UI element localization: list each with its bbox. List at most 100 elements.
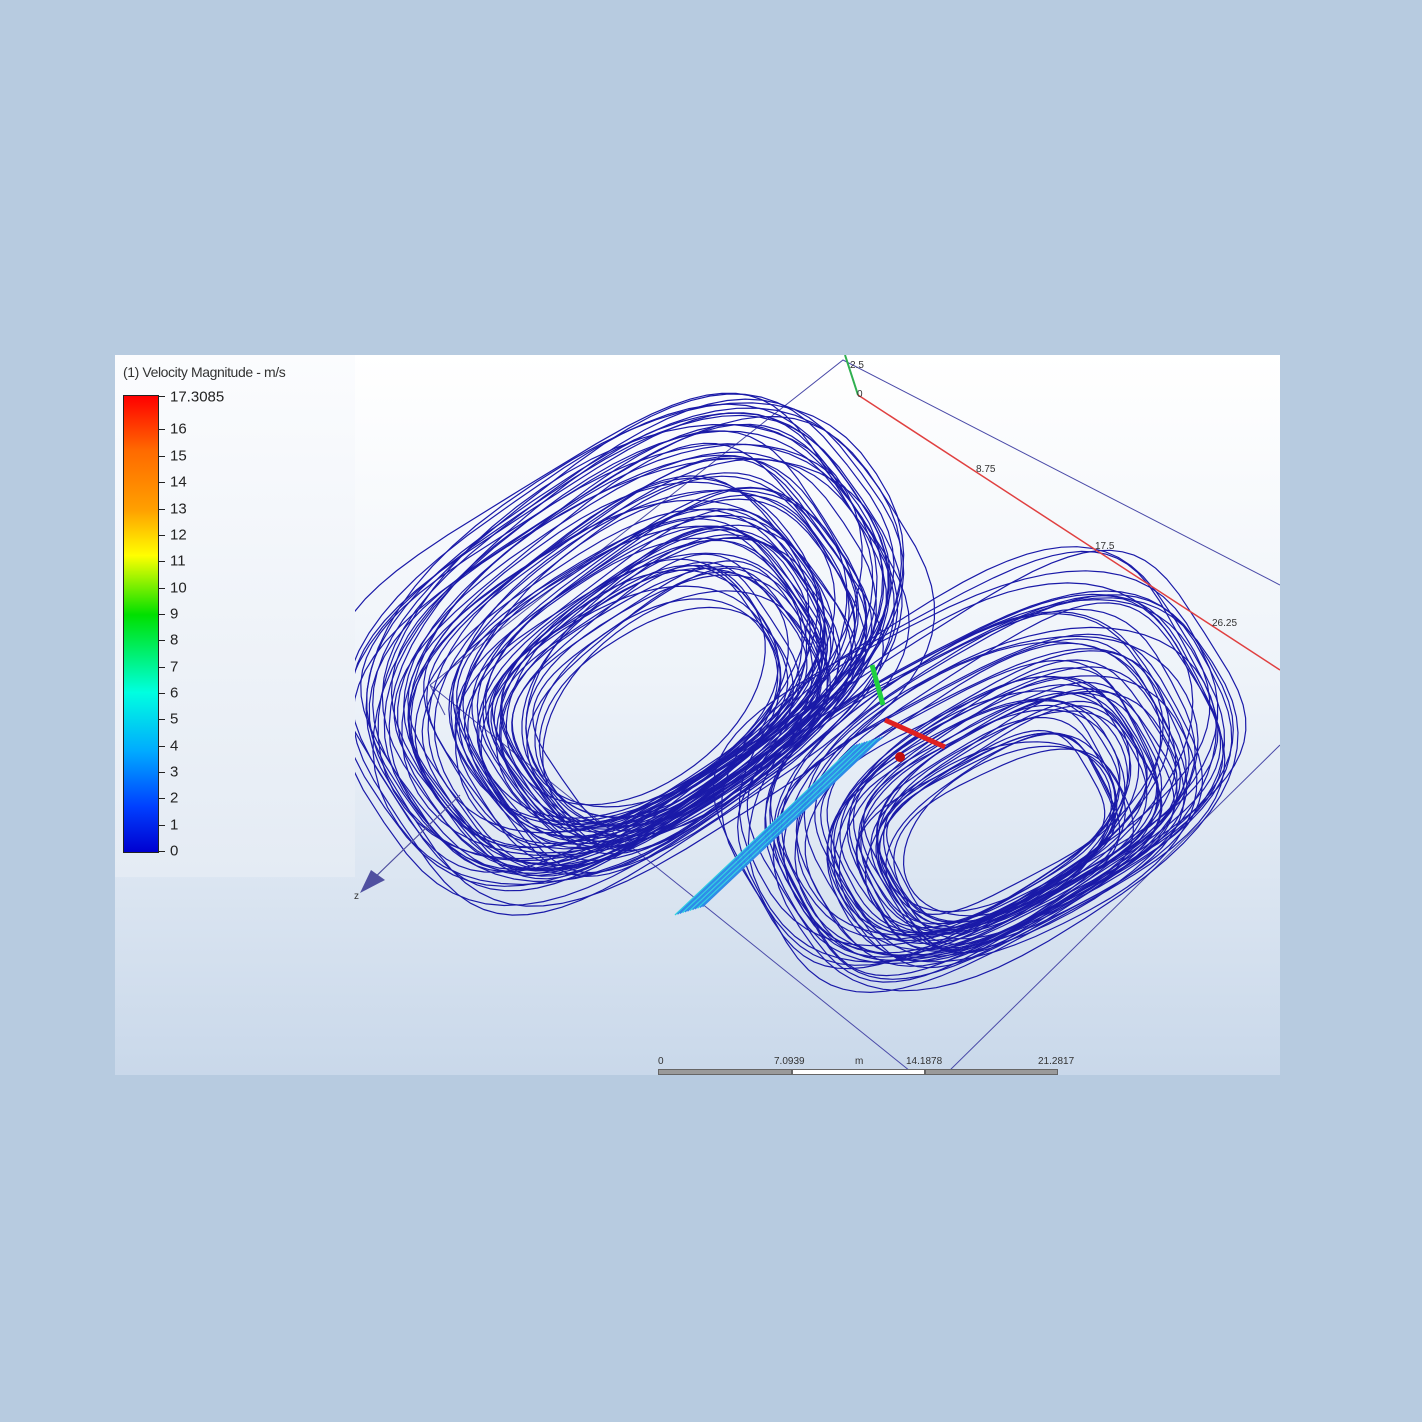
legend-tick-label: 7 [170,658,179,676]
legend-tick-label: 15 [170,447,187,465]
streamline-scene: 2.5 0 8.75 17.5 26.25 z [333,355,1280,1075]
jet-streamline [689,740,871,911]
jet-streamline [692,739,873,911]
streamline [397,451,877,872]
origin-label: 0 [857,389,863,400]
scale-bar: 0 7.0939 m 14.1878 21.2817 [658,1050,1074,1075]
legend-tick [159,396,165,397]
y-axis [844,355,859,396]
legend-tick-label: 6 [170,684,179,702]
streamline [712,550,1219,970]
scale-label: 0 [658,1056,664,1067]
streamline [403,423,885,866]
streamlines [333,392,1247,994]
streamline [764,598,1226,965]
streamline [833,690,1131,936]
legend-max-label: 17.3085 [170,388,225,406]
y-axis-label: 2.5 [850,360,864,371]
streamline [777,633,1204,980]
streamline [839,675,1132,929]
streamline [876,692,1148,923]
streamline [772,611,1171,954]
inlet-arrows [869,664,947,762]
legend-tick [159,745,165,747]
streamline [455,489,848,850]
z-axis-arrowhead [360,870,385,893]
legend-panel: (1) Velocity Magnitude - m/s 17.3085 16 1… [115,355,355,877]
streamline [775,638,1188,977]
streamline [814,602,1222,956]
streamline [764,608,1196,958]
legend-tick [159,508,165,510]
legend-tick [159,666,165,668]
streamline [856,732,1121,950]
domain-bounding-box [429,359,1280,1075]
jet-streamline [674,744,856,916]
streamline [870,700,1163,952]
streamline [450,489,836,823]
legend-tick-label: 10 [170,579,187,597]
z-axis-label: z [354,891,359,902]
legend-tick-label: 3 [170,763,179,781]
legend-title: (1) Velocity Magnitude - m/s [123,364,286,380]
legend-tick [159,824,165,826]
streamline [885,732,1116,923]
scale-unit: m [855,1056,864,1067]
legend-tick [159,587,165,589]
legend-tick [159,613,165,615]
streamline [796,641,1162,936]
jet-streamline [702,736,883,908]
streamline [372,443,878,886]
scale-label: 21.2817 [1038,1056,1075,1067]
jet-streamline [694,738,876,910]
legend-tick [159,640,165,642]
legend-tick [159,482,165,484]
streamline [377,423,863,860]
legend-tick-label: 4 [170,737,179,755]
legend-tick [159,429,165,431]
legend-tick [159,851,165,852]
jet-streamline [699,737,881,908]
streamline [482,498,856,839]
streamline [736,593,1226,994]
streamline [860,676,1148,929]
legend-tick-label: 13 [170,500,187,517]
streamline [826,648,1187,934]
legend-tick-label: 9 [170,605,179,623]
streamline [352,423,910,916]
legend-tick [159,561,165,563]
scale-segment [792,1069,925,1075]
streamline [471,525,818,830]
jet-streamline [679,743,861,914]
legend-tick [159,719,165,721]
legend-tick-label: 0 [170,842,179,860]
legend-tick-label: 16 [170,420,187,438]
streamline [877,729,1106,925]
streamline [747,582,1194,963]
scale-segment [925,1069,1058,1075]
legend-tick-label: 1 [170,816,179,834]
scale-label: 14.1878 [906,1056,943,1067]
legend-tick [159,692,165,694]
streamline [794,626,1217,958]
x-tick-label: 8.75 [976,464,996,475]
streamline [333,392,888,873]
streamline [738,570,1219,947]
streamline [484,515,835,823]
legend-tick [159,455,165,457]
legend-tick-label: 12 [170,526,187,544]
bounding-box-edge [429,359,1280,686]
x-tick-label: 17.5 [1095,541,1115,552]
streamline [452,508,829,833]
streamline [864,741,1113,936]
jet-streamline [682,742,863,914]
legend-tick [159,798,165,800]
streamline [408,477,826,865]
3d-viewport[interactable]: 2.5 0 8.75 17.5 26.25 z (1) Velocity Mag… [115,355,1280,1075]
streamline [499,561,801,833]
streamline [795,659,1158,957]
z-axis [366,794,461,886]
streamline [838,700,1129,945]
bounding-box-edge [944,744,1280,1075]
jet-streamline [687,740,868,912]
